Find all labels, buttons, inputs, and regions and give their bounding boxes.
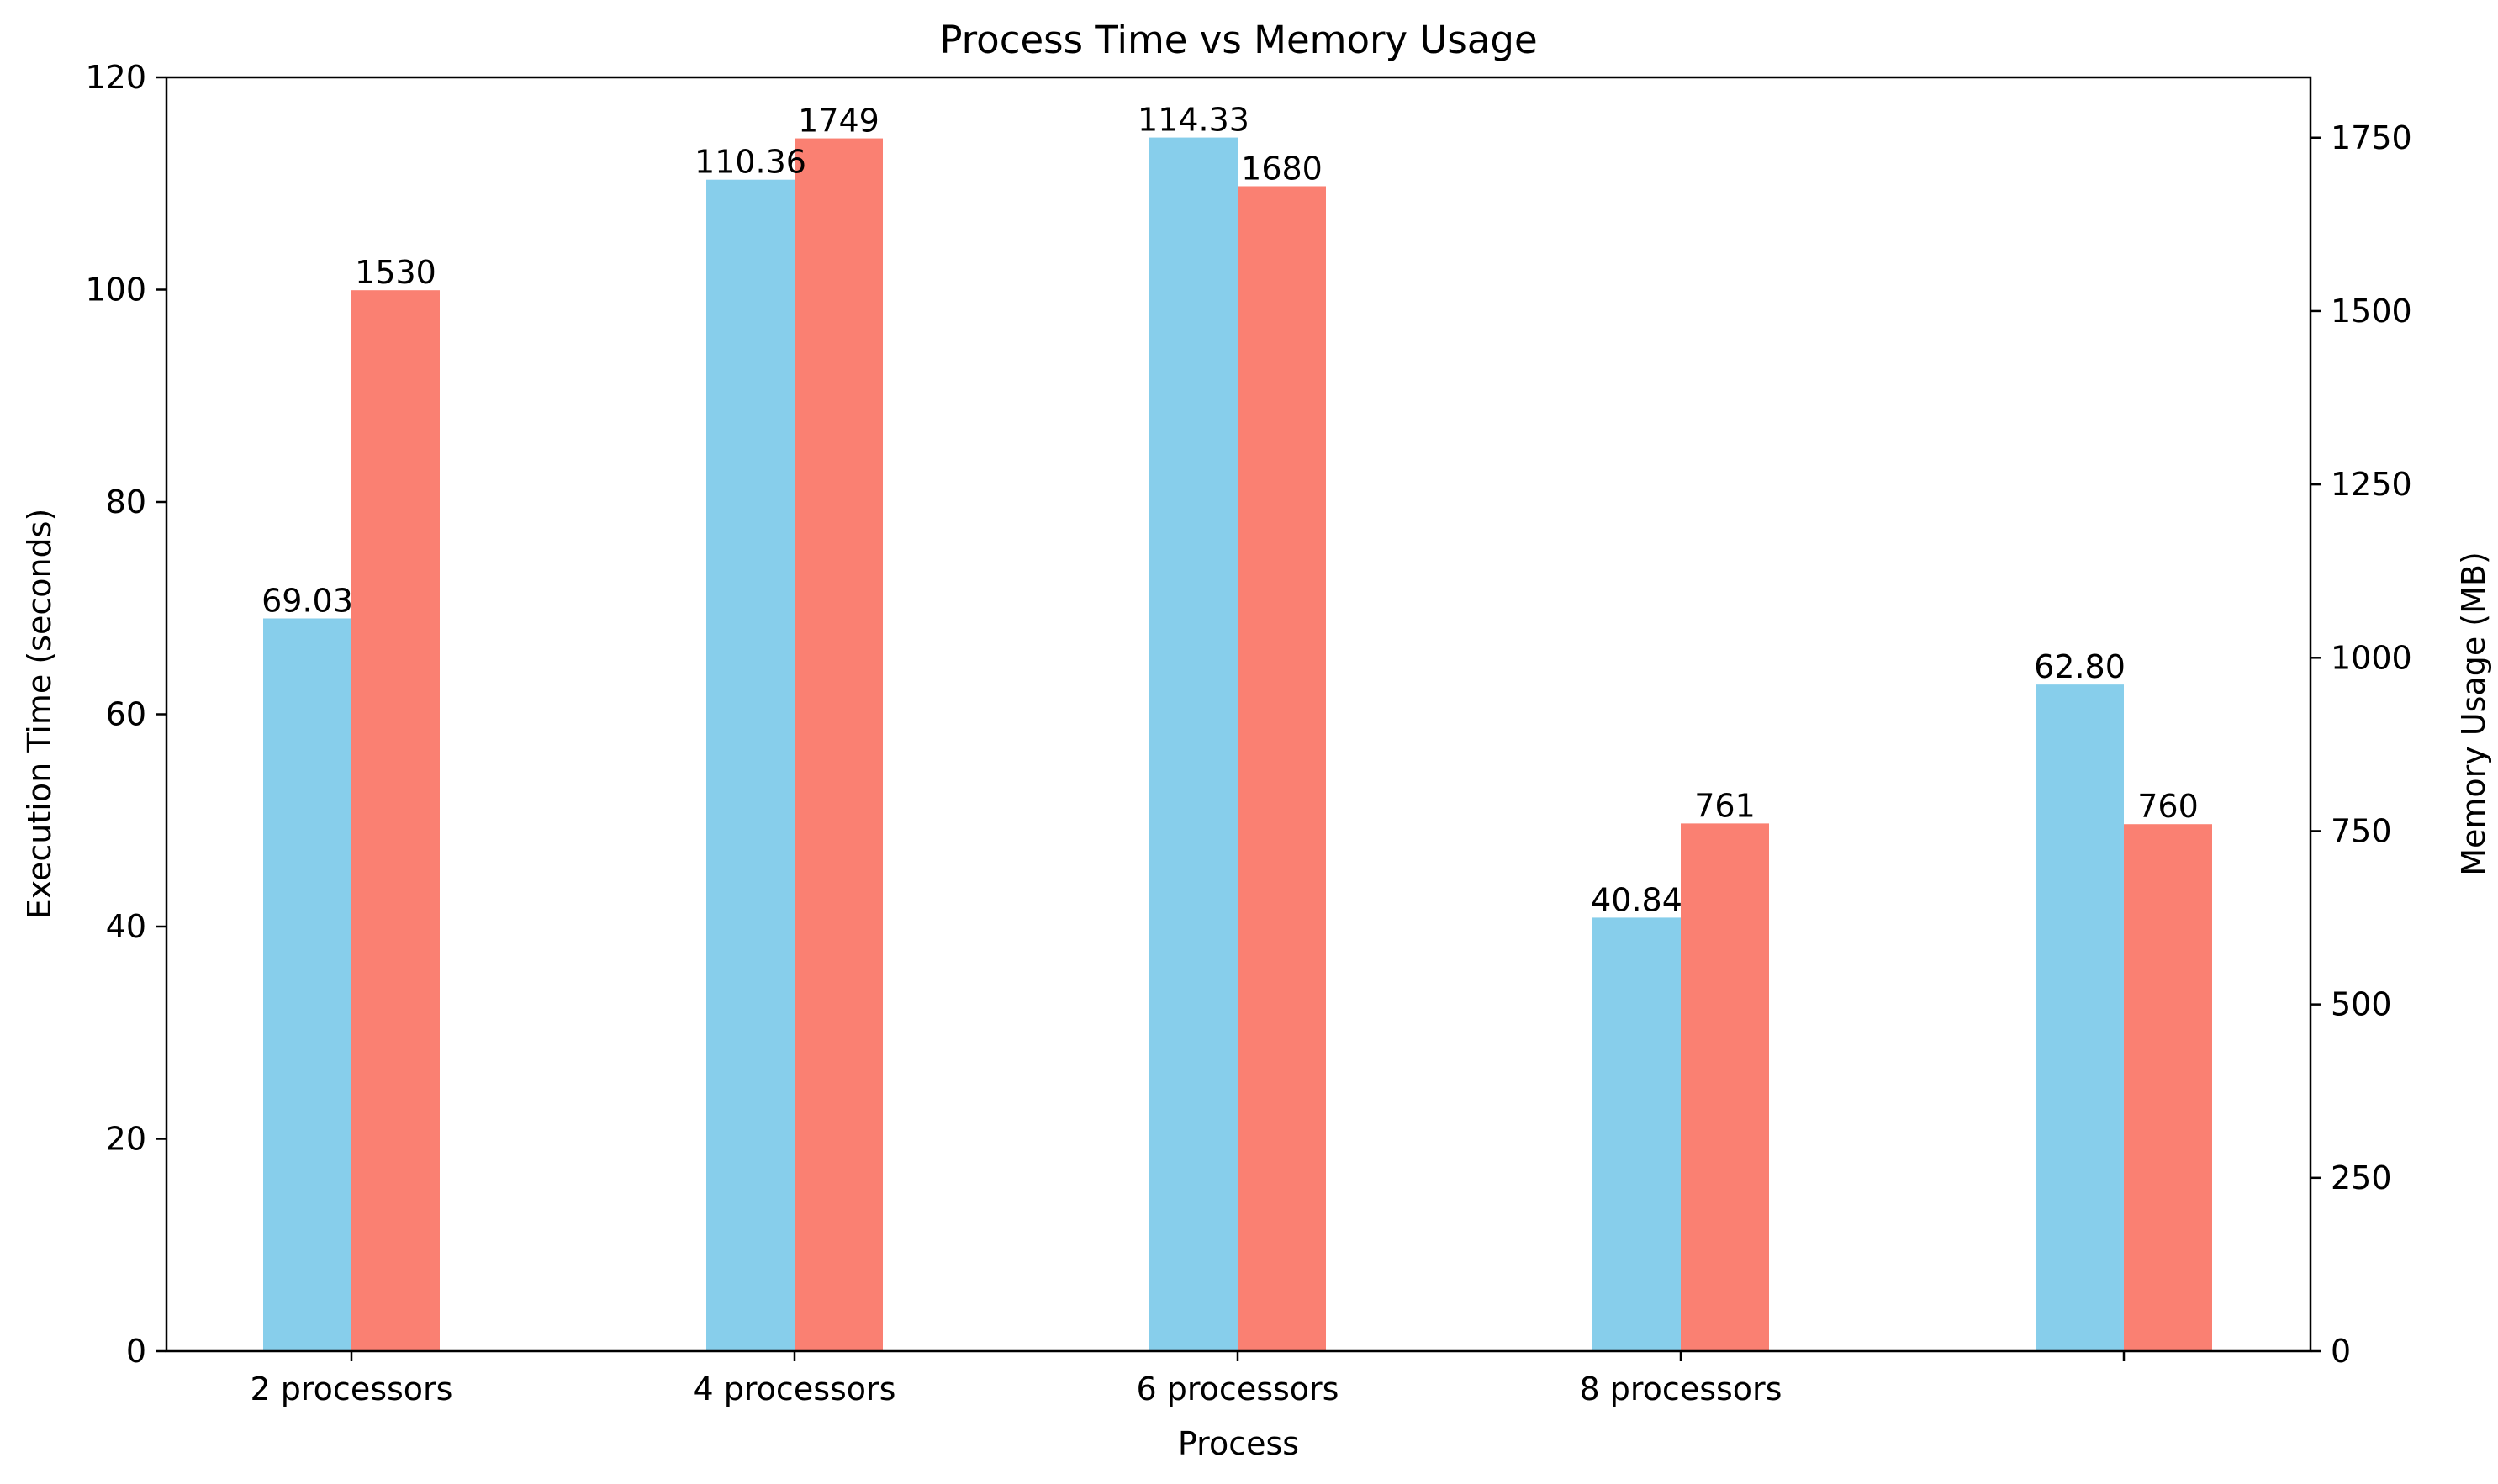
y-right-tick-label-4: 1000 bbox=[2331, 639, 2412, 676]
y-axis-left-title: Execution Time (seconds) bbox=[21, 509, 58, 920]
y-axis-right-title: Memory Usage (MB) bbox=[2455, 552, 2492, 876]
memory-value-label-0: 1530 bbox=[355, 254, 436, 291]
memory-bar-1 bbox=[795, 138, 883, 1352]
y-right-tick-label-5: 1250 bbox=[2331, 466, 2412, 503]
x-tick-label-0: 2 processors bbox=[251, 1370, 453, 1407]
y-left-tick-label-6: 120 bbox=[85, 59, 146, 96]
memory-value-label-3: 761 bbox=[1694, 787, 1756, 824]
y-axis-left: 0 20 40 60 80 100 120 bbox=[85, 59, 166, 1370]
time-bar-1 bbox=[706, 179, 795, 1352]
x-tick-label-2: 6 processors bbox=[1137, 1370, 1339, 1407]
x-axis-title: Process bbox=[1178, 1425, 1299, 1462]
time-value-label-4: 62.80 bbox=[2034, 648, 2126, 685]
y-left-tick-label-5: 100 bbox=[85, 272, 146, 309]
time-bar-0 bbox=[263, 618, 351, 1351]
time-bar-4 bbox=[2036, 684, 2124, 1351]
y-right-tick-label-6: 1500 bbox=[2331, 293, 2412, 330]
bars bbox=[263, 137, 2212, 1352]
plot-frame bbox=[165, 76, 2312, 1353]
bar-labels: 69.03 110.36 114.33 40.84 62.80 1530 1749 1680 7… bbox=[261, 102, 2199, 919]
y-left-tick-label-4: 80 bbox=[106, 483, 146, 520]
memory-bar-0 bbox=[351, 290, 440, 1351]
time-value-label-0: 69.03 bbox=[261, 582, 353, 619]
memory-bar-2 bbox=[1238, 186, 1326, 1352]
memory-value-label-1: 1749 bbox=[798, 103, 879, 140]
y-right-tick-label-1: 250 bbox=[2331, 1159, 2392, 1196]
x-tick-label-1: 4 processors bbox=[694, 1370, 896, 1407]
y-left-tick-label-2: 40 bbox=[106, 908, 146, 945]
x-axis: 2 processors 4 processors 6 processors 8 pr… bbox=[251, 1351, 2126, 1407]
y-right-tick-label-7: 1750 bbox=[2331, 119, 2412, 156]
memory-value-label-2: 1680 bbox=[1241, 150, 1323, 187]
y-right-tick-label-3: 750 bbox=[2331, 812, 2392, 849]
memory-bar-3 bbox=[1681, 823, 1769, 1351]
y-axis-right: 0 250 500 750 1000 1250 1500 1750 bbox=[2311, 119, 2412, 1370]
chart-title: Process Time vs Memory Usage bbox=[939, 18, 1537, 62]
x-tick-label-3: 8 processors bbox=[1580, 1370, 1782, 1407]
time-bar-2 bbox=[1149, 137, 1238, 1352]
y-right-tick-label-2: 500 bbox=[2331, 986, 2392, 1023]
y-right-tick-label-0: 0 bbox=[2331, 1333, 2351, 1370]
y-left-tick-label-1: 20 bbox=[106, 1121, 146, 1158]
time-value-label-3: 40.84 bbox=[1591, 881, 1682, 918]
y-left-tick-label-3: 60 bbox=[106, 696, 146, 733]
y-left-tick-label-0: 0 bbox=[126, 1333, 146, 1370]
memory-bar-4 bbox=[2124, 824, 2212, 1351]
time-bar-3 bbox=[1592, 917, 1681, 1351]
time-value-label-1: 110.36 bbox=[694, 144, 806, 181]
memory-value-label-4: 760 bbox=[2137, 788, 2199, 825]
time-value-label-2: 114.33 bbox=[1138, 102, 1249, 139]
